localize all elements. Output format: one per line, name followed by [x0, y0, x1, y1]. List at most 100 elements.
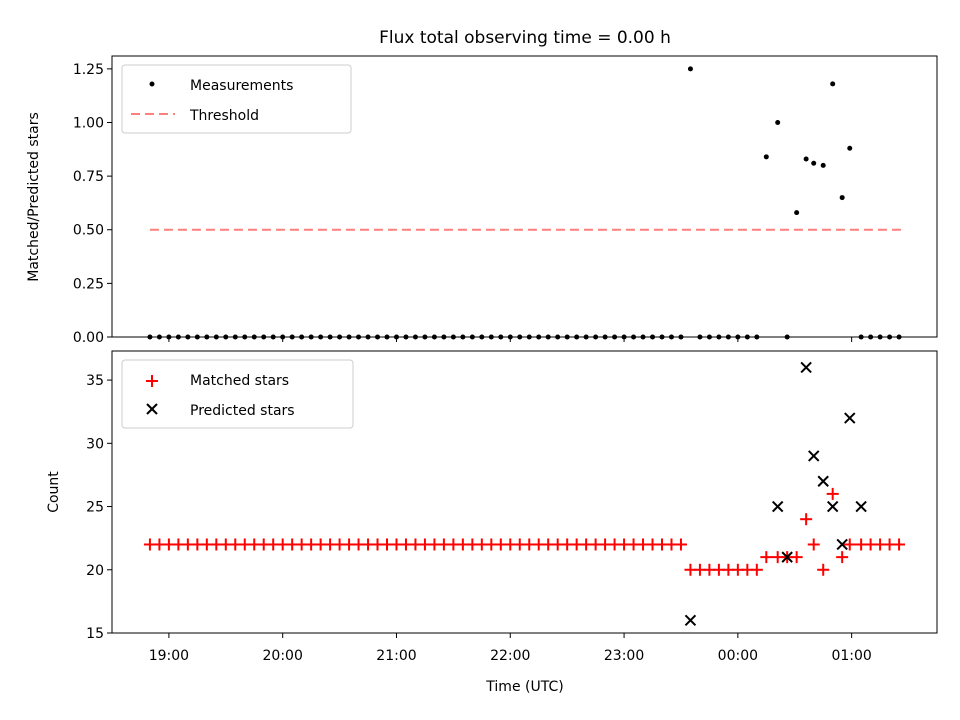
measurement-point	[526, 334, 532, 340]
measurement-point	[251, 334, 257, 340]
measurement-point	[337, 334, 343, 340]
measurement-point	[687, 66, 693, 72]
predicted-point	[836, 538, 848, 551]
measurement-point	[612, 334, 618, 340]
predicted-point	[817, 475, 829, 487]
bottom-xtick-label: 00:00	[718, 648, 758, 664]
measurement-point	[384, 334, 390, 340]
measurement-point	[450, 334, 456, 340]
measurement-point	[574, 334, 580, 340]
legend-matched: Matched stars	[190, 373, 289, 389]
top-ylabel: Matched/Predicted stars	[26, 112, 42, 282]
measurement-point	[185, 334, 191, 340]
measurement-point	[536, 334, 542, 340]
matched-point	[750, 563, 763, 576]
measurement-point	[678, 334, 684, 340]
measurement-point	[469, 334, 475, 340]
measurement-point	[270, 334, 276, 340]
measurement-point	[621, 334, 627, 340]
measurement-point	[194, 334, 200, 340]
bottom-legend: Matched stars Predicted stars	[121, 359, 354, 429]
measurement-point	[507, 334, 513, 340]
measurement-point	[593, 334, 599, 340]
measurement-point	[545, 334, 551, 340]
measurement-point	[431, 334, 437, 340]
bottom-ytick-label: 30	[86, 436, 104, 452]
measurement-point	[877, 334, 883, 340]
bottom-y-ticks: 15 20 25 30 35	[86, 373, 112, 642]
measurement-point	[403, 334, 409, 340]
bottom-axes-frame	[111, 350, 938, 634]
bottom-xtick-label: 01:00	[831, 648, 871, 664]
measurement-point	[147, 334, 153, 340]
measurement-point	[479, 334, 485, 340]
measurement-point	[650, 334, 656, 340]
predicted-points	[684, 361, 867, 627]
top-ytick-label: 0.75	[73, 169, 104, 185]
bottom-xtick-label: 21:00	[376, 648, 416, 664]
measurement-point	[412, 334, 418, 340]
measurement-point	[811, 160, 817, 166]
measurement-point	[583, 334, 589, 340]
measurement-point	[488, 334, 494, 340]
measurement-point	[308, 334, 314, 340]
measurement-point	[896, 334, 902, 340]
measurement-point	[839, 195, 845, 201]
measurement-point	[318, 334, 324, 340]
measurement-point	[830, 81, 836, 87]
measurement-point	[697, 334, 703, 340]
legend-measurements: Measurements	[190, 78, 293, 94]
measurement-point	[375, 334, 381, 340]
measurement-point	[706, 334, 712, 340]
measurement-point	[754, 334, 760, 340]
bottom-xtick-label: 23:00	[604, 648, 644, 664]
measurement-point	[356, 334, 362, 340]
measurement-point	[775, 119, 781, 125]
measurement-point	[365, 334, 371, 340]
measurement-point	[659, 334, 665, 340]
measurement-points	[147, 66, 902, 340]
measurement-point	[602, 334, 608, 340]
top-ytick-label: 1.25	[73, 62, 104, 78]
legend-matched-marker	[146, 375, 158, 387]
top-y-ticks: 0.00 0.25 0.50 0.75 1.00 1.25	[73, 62, 112, 346]
bottom-x-ticks: 19:00 20:00 21:00 22:00 23:00 00:00 01:00	[149, 633, 872, 664]
measurement-point	[668, 334, 674, 340]
top-ytick-label: 0.00	[73, 330, 104, 346]
bottom-ytick-label: 25	[86, 500, 104, 516]
measurement-point	[460, 334, 466, 340]
measurement-point	[232, 334, 238, 340]
bottom-ytick-label: 35	[86, 373, 104, 389]
measurement-point	[175, 334, 181, 340]
bottom-ytick-label: 20	[86, 563, 104, 579]
predicted-point	[781, 551, 793, 563]
measurement-point	[327, 334, 333, 340]
matched-point	[807, 538, 820, 551]
measurement-point	[289, 334, 295, 340]
measurement-point	[744, 334, 750, 340]
measurement-point	[887, 334, 893, 340]
top-ytick-label: 0.25	[73, 276, 104, 292]
top-axes-frame	[111, 55, 938, 338]
measurement-point	[156, 334, 162, 340]
measurement-point	[299, 334, 305, 340]
matched-point	[674, 538, 687, 551]
matched-point	[790, 551, 803, 564]
measurement-point	[803, 156, 809, 162]
bottom-xtick-label: 19:00	[149, 648, 189, 664]
top-ytick-label: 1.00	[73, 115, 104, 131]
measurement-point	[498, 334, 504, 340]
bottom-ytick-label: 15	[86, 626, 104, 642]
measurement-point	[763, 154, 769, 160]
measurement-point	[280, 334, 286, 340]
measurement-point	[784, 334, 790, 340]
bottom-panel: 15 20 25 30 35 19:00 20:00 21:00 22:00 23:00 00:0…	[46, 350, 938, 695]
predicted-point	[684, 614, 697, 627]
measurement-point	[441, 334, 447, 340]
measurement-point	[204, 334, 210, 340]
measurement-point	[166, 334, 172, 340]
bottom-ylabel: Count	[46, 471, 62, 513]
predicted-point	[855, 500, 867, 513]
measurement-point	[213, 334, 219, 340]
matched-point	[836, 551, 849, 564]
